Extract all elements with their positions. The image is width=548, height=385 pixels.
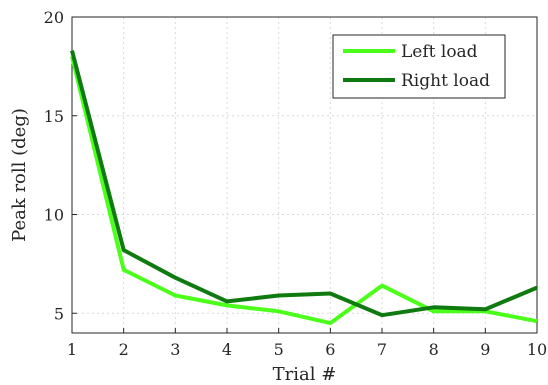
- y-axis-label: Peak roll (deg): [9, 108, 30, 242]
- series-line-right-load: [70, 50, 538, 318]
- series-line-left-load: [70, 56, 538, 326]
- axis-ticks: 1 2 3 4 5 6 7 8 9 10 5 10 15 20: [44, 8, 548, 359]
- x-tick-label: 5: [274, 340, 284, 359]
- y-tick-label: 20: [44, 8, 64, 27]
- x-tick-label: 4: [222, 340, 232, 359]
- legend: Left load Right load: [332, 34, 506, 99]
- series-lines: [70, 50, 538, 326]
- legend-label-right-load: Right load: [401, 71, 490, 91]
- x-tick-label: 10: [527, 340, 547, 359]
- legend-box: [332, 34, 506, 99]
- x-tick-label: 7: [377, 340, 387, 359]
- x-tick-label: 3: [170, 340, 180, 359]
- x-tick-label: 1: [67, 340, 77, 359]
- y-tick-label: 10: [44, 206, 64, 225]
- x-tick-label: 8: [429, 340, 439, 359]
- plot-area-frame: [71, 16, 538, 334]
- y-tick-label: 5: [54, 304, 64, 323]
- x-axis-label: Trial #: [273, 364, 337, 385]
- y-tick-label: 15: [44, 107, 64, 126]
- legend-label-left-load: Left load: [401, 42, 478, 62]
- x-tick-label: 2: [119, 340, 129, 359]
- x-tick-label: 6: [325, 340, 335, 359]
- x-tick-label: 9: [480, 340, 490, 359]
